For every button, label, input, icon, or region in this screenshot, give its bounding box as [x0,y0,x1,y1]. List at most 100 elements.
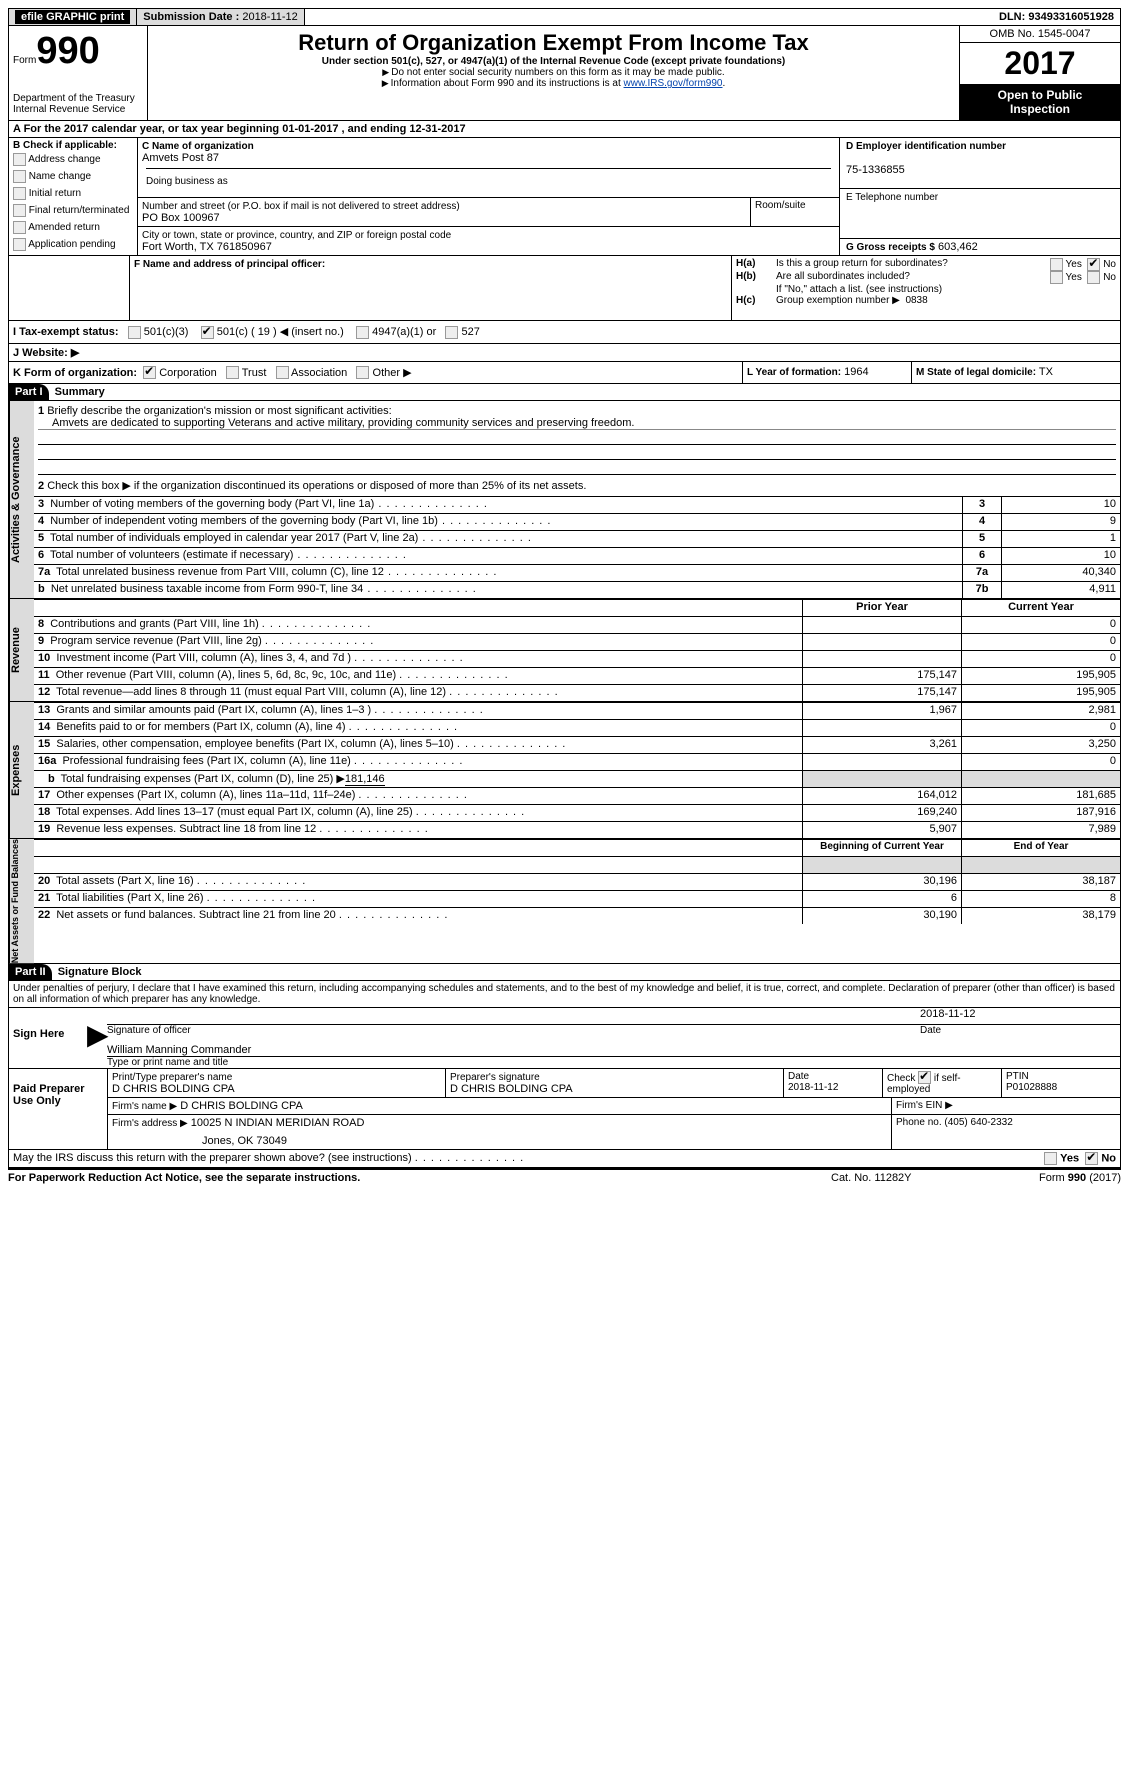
checkbox-name-change[interactable] [13,170,26,183]
pt-name: D CHRIS BOLDING CPA [112,1083,235,1095]
discuss-text: May the IRS discuss this return with the… [13,1152,412,1164]
firm-phone: (405) 640-2332 [944,1117,1012,1128]
section-klm: K Form of organization: Corporation Trus… [8,362,1121,385]
self-employed-label: Check if self-employed [887,1073,961,1096]
no-label: No [1101,1153,1116,1165]
4947-checkbox[interactable] [356,326,369,339]
org-name: Amvets Post 87 [142,152,219,164]
side-label-ag: Activities & Governance [9,401,34,598]
section-b-opt: Name change [29,171,91,182]
part-ii: Part II Signature Block Under penalties … [8,964,1121,1168]
ha-no-checkbox[interactable] [1087,258,1100,271]
side-label-na: Net Assets or Fund Balances [9,839,34,963]
org-info-block: B Check if applicable: Address change Na… [8,138,1121,256]
firm-name-label: Firm's name ▶ [112,1101,177,1112]
yes-label: Yes [1060,1153,1079,1165]
cat-no: Cat. No. 11282Y [831,1172,981,1184]
firm-addr1: 10025 N INDIAN MERIDIAN ROAD [191,1117,365,1129]
form-number: 990 [36,30,99,72]
section-i-label: I Tax-exempt status: [13,326,119,338]
assoc-checkbox[interactable] [276,366,289,379]
firm-ein-label: Firm's EIN ▶ [891,1098,1120,1114]
self-employed-checkbox[interactable] [918,1071,931,1084]
form-footer-pre: Form [1039,1172,1068,1184]
checkbox-amended-return[interactable] [13,221,26,234]
part-i-title: Summary [55,386,105,398]
opt-other: Other ▶ [373,367,412,379]
hb-no-checkbox[interactable] [1087,271,1100,284]
pt-date-label: Date [788,1071,809,1082]
section-a: A For the 2017 calendar year, or tax yea… [8,121,1121,138]
l16b-text: Total fundraising expenses (Part IX, col… [61,773,345,785]
hb-text: Are all subordinates included? [776,271,1050,284]
col-current: Current Year [961,600,1120,616]
submission-date-value: 2018-11-12 [242,11,297,23]
pt-name-label: Print/Type preparer's name [112,1072,232,1083]
info-note: Information about Form 990 and its instr… [391,78,624,89]
tax-year: 2017 [960,43,1120,84]
col-prior: Prior Year [802,600,961,616]
section-f-h: F Name and address of principal officer:… [8,256,1121,321]
dln-value: 93493316051928 [1028,11,1114,23]
checkbox-initial-return[interactable] [13,187,26,200]
section-b-opt: Amended return [28,222,100,233]
room-label: Room/suite [750,198,839,226]
form-header: Form990 Department of the Treasury Inter… [8,26,1121,121]
part-ii-title: Signature Block [58,966,142,978]
public-label-1: Open to Public [998,88,1083,102]
state-domicile: TX [1039,366,1053,378]
checkbox-application-pending[interactable] [13,238,26,251]
501c3-checkbox[interactable] [128,326,141,339]
firm-name: D CHRIS BOLDING CPA [180,1100,303,1112]
section-b-opt: Address change [28,154,100,165]
mission-text: Amvets are dedicated to supporting Veter… [38,417,1116,430]
ha-yes-checkbox[interactable] [1050,258,1063,271]
no-label: No [1103,272,1116,283]
efile-button[interactable]: efile GRAPHIC print [15,10,130,24]
sig-date-value: 2018-11-12 [920,1008,1120,1025]
part-i: Part I Summary Activities & Governance 1… [8,384,1121,964]
opt-501c-num: 19 [258,326,270,338]
opt-501c-pre: 501(c) ( [217,326,255,338]
section-b-label: B Check if applicable: [13,140,133,151]
discuss-yes-checkbox[interactable] [1044,1152,1057,1165]
dln-label: DLN: [999,11,1025,23]
l2-text: Check this box ▶ if the organization dis… [47,480,586,492]
501c-checkbox[interactable] [201,326,214,339]
section-b-opt: Initial return [29,188,81,199]
info-link[interactable]: www.IRS.gov/form990 [624,78,723,89]
side-label-rev: Revenue [9,599,34,701]
firm-addr2: Jones, OK 73049 [112,1129,887,1147]
discuss-no-checkbox[interactable] [1085,1152,1098,1165]
firm-phone-label: Phone no. [896,1117,942,1128]
opt-527: 527 [462,326,480,338]
section-b-opt: Final return/terminated [29,205,130,216]
sign-here-label: Sign Here [9,1008,87,1068]
section-f-label: F Name and address of principal officer: [134,259,325,270]
l16b-value: 181,146 [345,773,385,786]
section-m-label: M State of legal domicile: [916,367,1036,378]
pt-date: 2018-11-12 [788,1082,838,1093]
opt-trust: Trust [242,367,267,379]
trust-checkbox[interactable] [226,366,239,379]
side-label-exp: Expenses [9,702,34,838]
officer-name-label: Type or print name and title [107,1057,1120,1068]
footer: For Paperwork Reduction Act Notice, see … [8,1168,1121,1184]
gross-receipts-label: G Gross receipts $ [846,242,935,253]
hb-note: If "No," attach a list. (see instruction… [736,284,1116,295]
dept-label: Department of the Treasury [13,93,143,104]
corp-checkbox[interactable] [143,366,156,379]
opt-501c3: 501(c)(3) [144,326,189,338]
paid-preparer-label: Paid Preparer Use Only [9,1069,107,1149]
omb-label: OMB No. 1545-0047 [960,26,1120,43]
period-end: 12-31-2017 [409,123,465,135]
527-checkbox[interactable] [445,326,458,339]
hb-yes-checkbox[interactable] [1050,271,1063,284]
checkbox-address-change[interactable] [13,153,26,166]
dba-label: Doing business as [146,176,228,187]
other-checkbox[interactable] [356,366,369,379]
sig-date-label: Date [920,1025,1120,1036]
section-a-mid: , and ending [338,123,409,135]
yes-label: Yes [1066,259,1082,270]
checkbox-final-return-terminated[interactable] [13,204,26,217]
